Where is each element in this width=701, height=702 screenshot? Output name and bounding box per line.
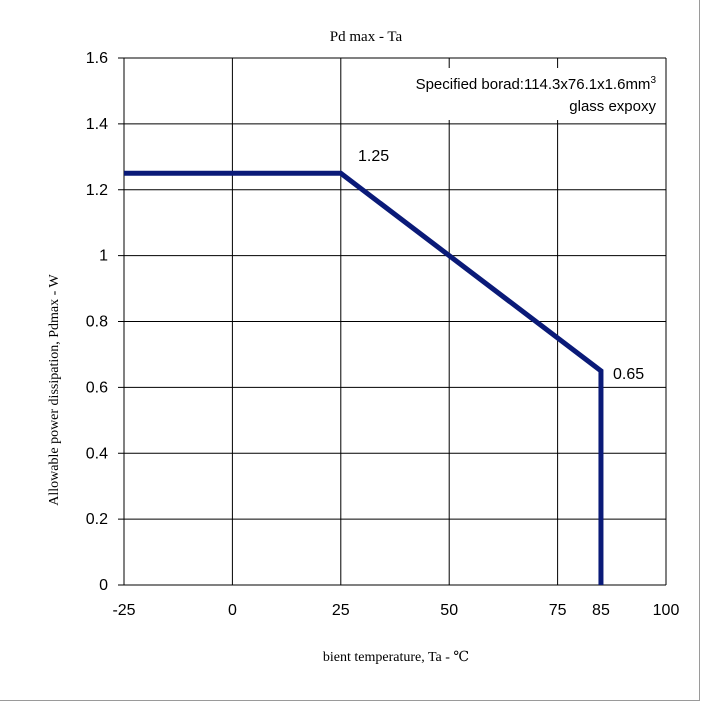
y-tick-label: 0 <box>99 577 108 594</box>
note-board-text: Specified borad:114.3x76.1x1.6mm <box>416 76 651 93</box>
chart-title: Pd max - Ta <box>330 29 403 45</box>
note-board: Specified borad:114.3x76.1x1.6mm3 <box>416 75 657 93</box>
annotation-1-25: 1.25 <box>358 148 389 165</box>
series-lines <box>124 170 604 585</box>
y-axis-label: Allowable power dissipation, Pdmax - W <box>47 273 62 505</box>
x-tick-label: 100 <box>653 602 680 619</box>
y-tick-label: 1.6 <box>86 50 108 67</box>
x-tick-label: 0 <box>228 602 237 619</box>
tick-labels: 00.20.40.60.811.21.41.6-25 0 25 50 75 85 100 <box>86 50 680 619</box>
y-tick-label: 0.2 <box>86 511 108 528</box>
x-tick-label: -25 <box>112 602 135 619</box>
axes <box>118 57 666 586</box>
x-tick-label: 50 <box>440 602 458 619</box>
x-tick-label: 85 <box>592 602 610 619</box>
note-material: glass expoxy <box>569 98 656 115</box>
pdmax-series-line <box>124 170 604 585</box>
x-tick-label: 25 <box>332 602 350 619</box>
y-tick-label: 1.4 <box>86 116 108 133</box>
note-board-superscript: 3 <box>650 75 656 86</box>
x-axis-label: bient temperature, Ta - ℃ <box>323 650 469 665</box>
y-tick-label: 0.6 <box>86 379 108 396</box>
x-tick-label: 75 <box>549 602 567 619</box>
y-tick-label: 0.4 <box>86 445 108 462</box>
grid-lines <box>124 57 667 585</box>
y-tick-label: 0.8 <box>86 314 108 331</box>
y-tick-label: 1.2 <box>86 182 108 199</box>
y-tick-label: 1 <box>99 248 108 265</box>
annotation-0-65: 0.65 <box>613 366 644 383</box>
note-background <box>346 68 664 120</box>
